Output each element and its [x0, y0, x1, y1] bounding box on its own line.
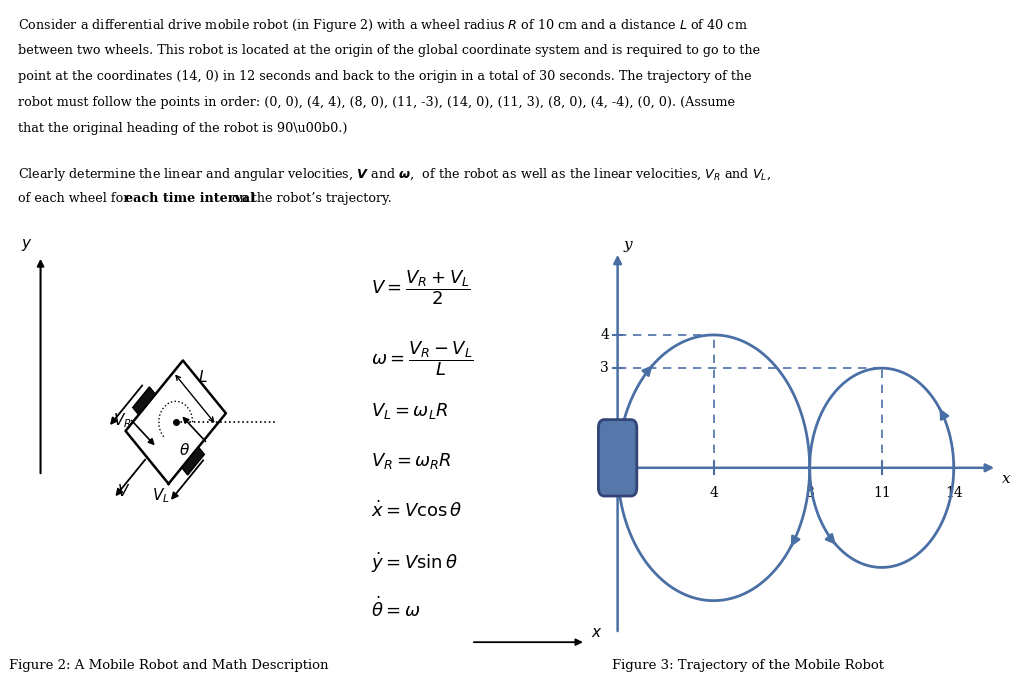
Text: x: x — [1001, 472, 1011, 486]
Text: 11: 11 — [872, 486, 891, 500]
Text: y: y — [624, 237, 632, 252]
Text: $V_R$: $V_R$ — [114, 411, 132, 430]
Text: $\theta$: $\theta$ — [179, 442, 190, 458]
Text: 4: 4 — [710, 486, 718, 500]
Text: $\dot{\theta} = \omega$: $\dot{\theta} = \omega$ — [371, 597, 420, 621]
Text: of each wheel for: of each wheel for — [18, 192, 134, 206]
Polygon shape — [133, 387, 156, 415]
Text: 8: 8 — [805, 486, 814, 500]
Text: 4: 4 — [600, 328, 609, 342]
Text: Figure 2: A Mobile Robot and Math Description: Figure 2: A Mobile Robot and Math Descri… — [9, 659, 329, 672]
Text: that the original heading of the robot is 90\u00b0.): that the original heading of the robot i… — [18, 122, 348, 136]
Text: $\dot{y} = V \sin\theta$: $\dot{y} = V \sin\theta$ — [371, 551, 458, 575]
Text: $V_L = \omega_L R$: $V_L = \omega_L R$ — [371, 401, 449, 421]
Text: each time interval: each time interval — [125, 192, 255, 206]
Text: $y$: $y$ — [22, 237, 33, 253]
FancyBboxPatch shape — [598, 419, 637, 496]
Polygon shape — [181, 447, 205, 475]
Text: Consider a differential drive mobile robot (in Figure 2) with a wheel radius $R$: Consider a differential drive mobile rob… — [18, 17, 749, 35]
Text: between two wheels. This robot is located at the origin of the global coordinate: between two wheels. This robot is locate… — [18, 44, 761, 57]
Text: $V = \dfrac{V_R + V_L}{2}$: $V = \dfrac{V_R + V_L}{2}$ — [371, 268, 471, 307]
Text: 14: 14 — [945, 486, 963, 500]
Text: $V_L$: $V_L$ — [153, 486, 170, 504]
Text: $x$: $x$ — [592, 626, 603, 640]
Text: $V$: $V$ — [117, 484, 130, 500]
Text: point at the coordinates (14, 0) in 12 seconds and back to the origin in a total: point at the coordinates (14, 0) in 12 s… — [18, 70, 752, 83]
Text: robot must follow the points in order: (0, 0), (4, 4), (8, 0), (11, -3), (14, 0): robot must follow the points in order: (… — [18, 96, 735, 109]
Text: $L$: $L$ — [199, 370, 208, 385]
Text: 3: 3 — [600, 361, 609, 375]
Text: $V_R = \omega_R R$: $V_R = \omega_R R$ — [371, 451, 452, 471]
Text: Clearly determine the linear and angular velocities, $\boldsymbol{V}$ and $\bold: Clearly determine the linear and angular… — [18, 166, 771, 183]
Text: $\dot{x} = V \cos\theta$: $\dot{x} = V \cos\theta$ — [371, 501, 462, 521]
Text: $\omega = \dfrac{V_R - V_L}{L}$: $\omega = \dfrac{V_R - V_L}{L}$ — [371, 339, 473, 378]
Text: Figure 3: Trajectory of the Mobile Robot: Figure 3: Trajectory of the Mobile Robot — [611, 659, 884, 672]
Text: on the robot’s trajectory.: on the robot’s trajectory. — [228, 192, 392, 206]
